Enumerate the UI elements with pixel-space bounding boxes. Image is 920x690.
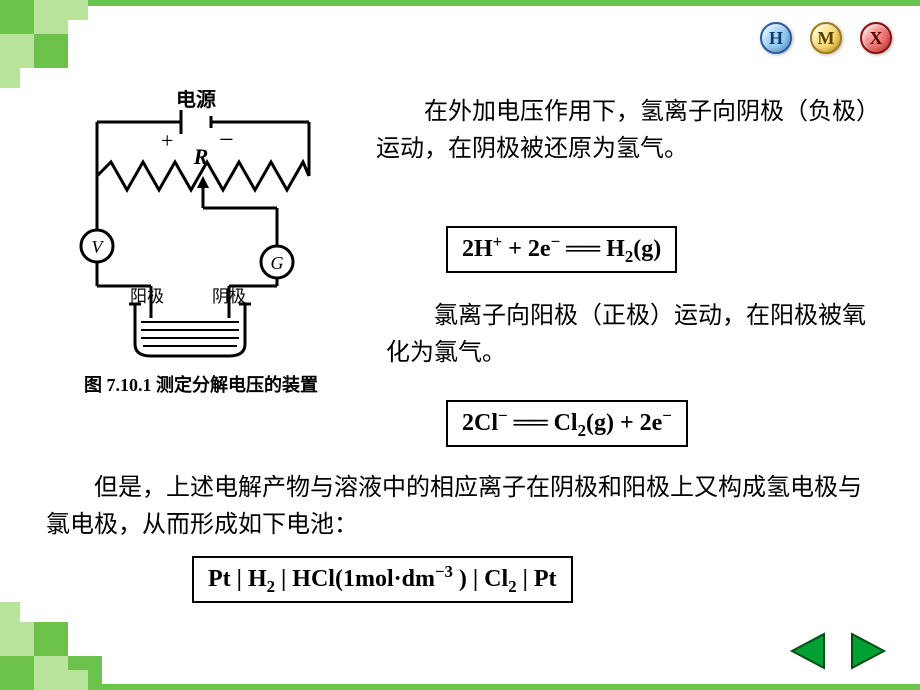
nav-arrows	[786, 630, 890, 672]
paragraph-1: 在外加电压作用下，氢离子向阴极（负极）运动，在阴极被还原为氢气。	[376, 94, 876, 168]
label-galvanometer: G	[271, 253, 284, 273]
paragraph-3: 但是，上述电解产物与溶液中的相应离子在阴极和阳极上又构成氢电极与氯电极，从而形成…	[46, 470, 876, 544]
label-cathode: 阴极	[212, 287, 246, 306]
equation-cell-text: Pt | H2 | HCl(1mol·dm−3 ) | Cl2 | Pt	[208, 566, 557, 592]
circuit-figure: + −	[46, 90, 356, 397]
top-button-bar: H M X	[760, 22, 892, 54]
label-power: 电源	[176, 90, 216, 111]
corner-bottom-left-decor	[0, 530, 160, 690]
equation-anode-text: 2Cl− ══ Cl2(g) + 2e−	[462, 410, 672, 436]
equation-cathode-text: 2H+ + 2e− ══ H2(g)	[462, 236, 661, 262]
circuit-diagram-svg: + −	[51, 90, 351, 360]
bottom-green-bar	[0, 684, 920, 690]
close-button[interactable]: X	[860, 22, 892, 54]
figure-caption: 图 7.10.1 测定分解电压的装置	[46, 371, 356, 397]
equation-cell: Pt | H2 | HCl(1mol·dm−3 ) | Cl2 | Pt	[192, 556, 573, 603]
menu-button[interactable]: M	[810, 22, 842, 54]
svg-text:+: +	[161, 128, 173, 153]
prev-arrow-icon[interactable]	[786, 630, 828, 672]
next-arrow-icon[interactable]	[848, 630, 890, 672]
equation-anode: 2Cl− ══ Cl2(g) + 2e−	[446, 400, 688, 447]
label-resistor: R	[193, 144, 209, 169]
label-voltmeter: V	[92, 237, 105, 257]
top-green-bar	[0, 0, 920, 6]
equation-cathode: 2H+ + 2e− ══ H2(g)	[446, 226, 677, 273]
label-anode: 阳极	[130, 287, 164, 306]
paragraph-2: 氯离子向阳极（正极）运动，在阳极被氧化为氯气。	[386, 298, 876, 372]
home-button[interactable]: H	[760, 22, 792, 54]
svg-text:−: −	[219, 125, 234, 154]
